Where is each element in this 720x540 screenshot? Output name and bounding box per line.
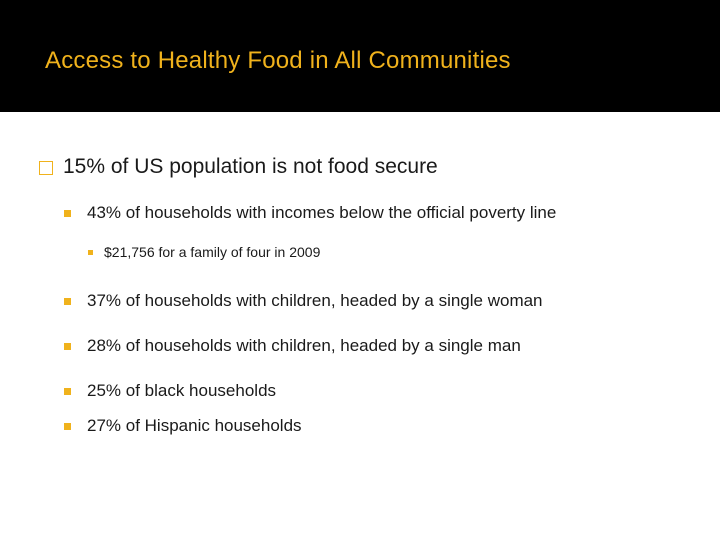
bullet-text: 15% of US population is not food secure bbox=[63, 155, 438, 178]
bullet-level2: 43% of households with incomes below the… bbox=[64, 203, 556, 223]
filled-square-icon bbox=[64, 209, 71, 217]
bullet-level1: 15% of US population is not food secure bbox=[39, 155, 438, 179]
bullet-text: 43% of households with incomes below the… bbox=[87, 203, 557, 222]
small-square-icon bbox=[88, 249, 93, 255]
slide-title: Access to Healthy Food in All Communitie… bbox=[45, 47, 511, 74]
hollow-square-icon bbox=[39, 160, 53, 175]
filled-square-icon bbox=[64, 297, 71, 305]
bullet-level2: 37% of households with children, headed … bbox=[64, 291, 543, 311]
bullet-level2: 25% of black households bbox=[64, 381, 276, 401]
bullet-text: $21,756 for a family of four in 2009 bbox=[104, 244, 321, 260]
bullet-text: 37% of households with children, headed … bbox=[87, 291, 543, 310]
filled-square-icon bbox=[64, 422, 71, 430]
bullet-text: 28% of households with children, headed … bbox=[87, 336, 521, 355]
bullet-text: 27% of Hispanic households bbox=[87, 416, 302, 435]
filled-square-icon bbox=[64, 342, 71, 350]
filled-square-icon bbox=[64, 387, 71, 395]
bullet-level3: $21,756 for a family of four in 2009 bbox=[88, 244, 320, 260]
bullet-text: 25% of black households bbox=[87, 381, 277, 400]
bullet-level2: 28% of households with children, headed … bbox=[64, 336, 521, 356]
bullet-level2: 27% of Hispanic households bbox=[64, 416, 302, 436]
title-bar: Access to Healthy Food in All Communitie… bbox=[0, 0, 720, 112]
